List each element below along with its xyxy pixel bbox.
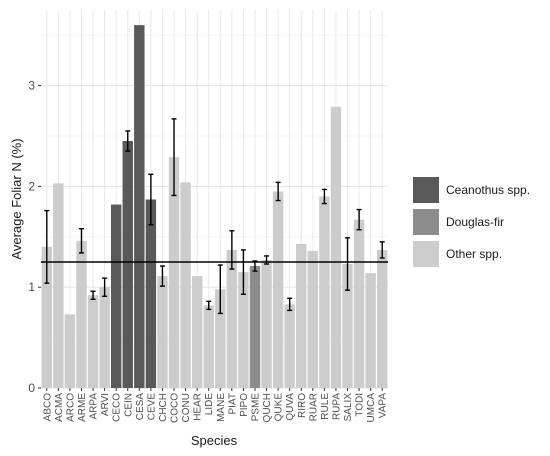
legend-key-0: [413, 177, 439, 203]
y-axis-title: Average Foliar N (%): [9, 138, 24, 259]
bar-psme: [249, 266, 261, 388]
bar-chch: [157, 276, 168, 388]
x-tick-labels: ABCO ACMA ARCO ARME ARPA ARVI CECO CEIN CESA CEVE…: [42, 388, 389, 423]
bar-riro: [296, 243, 307, 388]
bar-coco: [168, 157, 180, 388]
legend-key-2: [413, 241, 439, 267]
x-tick-label: HEAR: [193, 393, 204, 421]
y-tick-label: 1: [28, 280, 35, 294]
legend-label-2: Other spp.: [446, 247, 502, 261]
bar-quch: [261, 259, 272, 388]
bar-ceco: [110, 204, 122, 388]
error-bars: [44, 118, 385, 315]
x-tick-label: ARME: [77, 393, 88, 422]
bars: [41, 25, 388, 389]
x-tick-label: VAPA: [378, 393, 389, 419]
bar-lide: [203, 305, 214, 388]
x-tick-label: CESA: [135, 393, 146, 421]
bar-arme: [76, 240, 87, 388]
x-tick-label: PSME: [250, 393, 261, 422]
bar-ruar: [307, 250, 319, 388]
bar-quke: [272, 191, 284, 388]
y-tick-labels: 0 1 2 3: [28, 79, 41, 395]
bar-rule: [319, 196, 330, 388]
x-tick-label: RIRO: [297, 393, 308, 418]
bar-mane: [215, 289, 226, 388]
x-tick-label: ARVI: [100, 393, 111, 416]
x-tick-label: ACMA: [54, 393, 65, 422]
y-tick-label: 3: [28, 79, 35, 93]
bar-quva: [284, 304, 295, 388]
bar-rupa: [330, 106, 342, 388]
x-tick-label: CHCH: [158, 393, 169, 422]
legend: Ceanothus spp. Douglas-fir Other spp.: [413, 177, 530, 267]
x-tick-label: RUPA: [331, 393, 342, 420]
bar-pipo: [238, 272, 249, 388]
bar-conu: [180, 182, 191, 388]
legend-label-1: Douglas-fir: [446, 215, 504, 229]
bar-acma: [53, 183, 64, 388]
x-tick-label: CEVE: [146, 393, 157, 421]
bar-arco: [64, 314, 76, 388]
bar-arvi: [99, 287, 110, 388]
x-tick-label: MANE: [216, 393, 227, 422]
x-tick-label: LIDE: [204, 393, 215, 416]
bar-todi: [353, 219, 365, 388]
bar-vapa: [377, 249, 388, 388]
x-tick-label: QUKE: [274, 393, 285, 422]
bar-salix: [342, 264, 353, 388]
bar-umca: [365, 273, 376, 388]
x-tick-label: RUAR: [308, 393, 319, 421]
legend-label-0: Ceanothus spp.: [446, 183, 530, 197]
legend-key-1: [413, 209, 439, 235]
bar-ceve: [145, 199, 157, 388]
x-tick-label: ARCO: [65, 393, 76, 422]
y-tick-label: 2: [28, 179, 35, 193]
x-tick-label: PIPO: [239, 393, 250, 417]
x-tick-label: SALIX: [343, 393, 354, 422]
bar-cein: [122, 141, 133, 388]
x-tick-label: RULE: [320, 393, 331, 420]
bar-arpa: [87, 295, 99, 388]
x-tick-label: CEIN: [123, 393, 134, 417]
x-tick-label: ABCO: [42, 393, 53, 422]
x-tick-label: PIAT: [227, 393, 238, 414]
bar-hear: [191, 276, 203, 388]
bar-abco: [41, 246, 52, 388]
x-tick-label: CONU: [181, 393, 192, 422]
y-tick-label: 0: [28, 381, 35, 395]
x-tick-label: TODI: [355, 393, 366, 417]
x-tick-label: CECO: [112, 393, 123, 422]
x-tick-label: QUCH: [262, 393, 273, 422]
bar-piat: [226, 249, 238, 388]
x-axis-title: Species: [191, 433, 238, 448]
x-tick-label: UMCA: [366, 393, 377, 423]
x-tick-label: COCO: [170, 393, 181, 423]
bar-cesa: [134, 25, 145, 389]
plot-panel: [41, 10, 388, 388]
x-tick-label: ARPA: [89, 393, 100, 420]
x-tick-label: QUVA: [285, 393, 296, 421]
